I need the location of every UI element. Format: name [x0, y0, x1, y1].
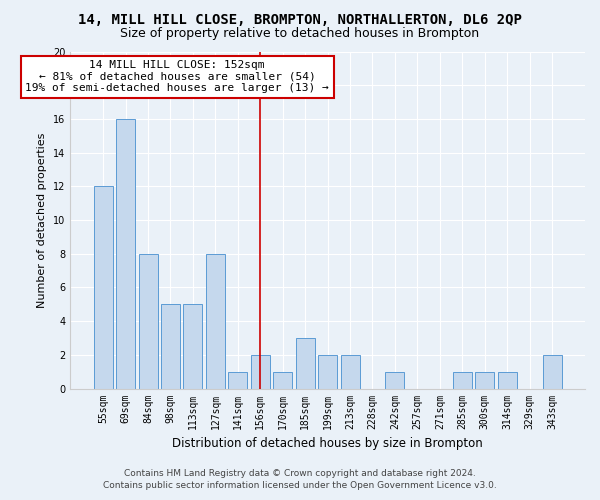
Bar: [161, 304, 180, 388]
Text: Contains HM Land Registry data © Crown copyright and database right 2024.
Contai: Contains HM Land Registry data © Crown c…: [103, 468, 497, 490]
Text: Size of property relative to detached houses in Brompton: Size of property relative to detached ho…: [121, 28, 479, 40]
Bar: [273, 372, 292, 388]
Text: 14, MILL HILL CLOSE, BROMPTON, NORTHALLERTON, DL6 2QP: 14, MILL HILL CLOSE, BROMPTON, NORTHALLE…: [78, 12, 522, 26]
Bar: [116, 119, 135, 388]
Bar: [497, 372, 517, 388]
Bar: [318, 355, 337, 388]
Bar: [139, 254, 158, 388]
Bar: [251, 355, 270, 388]
Bar: [542, 355, 562, 388]
Bar: [228, 372, 247, 388]
Bar: [296, 338, 315, 388]
Bar: [206, 254, 225, 388]
Bar: [453, 372, 472, 388]
Bar: [341, 355, 359, 388]
Text: 14 MILL HILL CLOSE: 152sqm
← 81% of detached houses are smaller (54)
19% of semi: 14 MILL HILL CLOSE: 152sqm ← 81% of deta…: [25, 60, 329, 94]
Bar: [184, 304, 202, 388]
Y-axis label: Number of detached properties: Number of detached properties: [37, 132, 47, 308]
X-axis label: Distribution of detached houses by size in Brompton: Distribution of detached houses by size …: [172, 437, 483, 450]
Bar: [94, 186, 113, 388]
Bar: [475, 372, 494, 388]
Bar: [385, 372, 404, 388]
